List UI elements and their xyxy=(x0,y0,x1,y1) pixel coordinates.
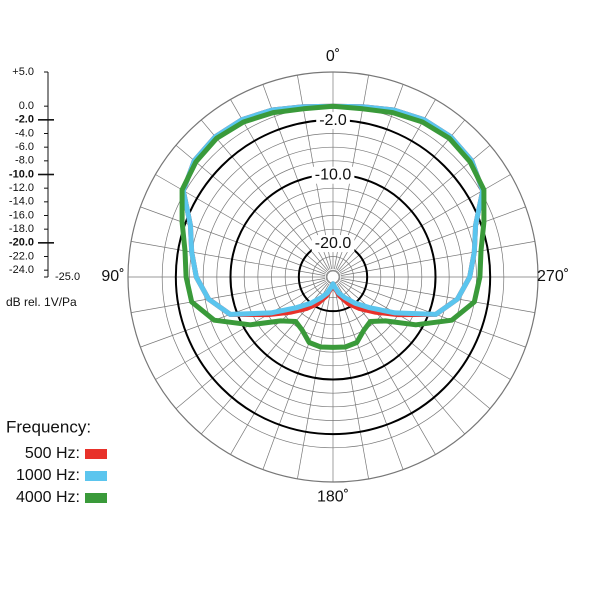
ring-label: -10.0 xyxy=(315,167,352,184)
spoke xyxy=(340,278,535,313)
scale-label: -14.0 xyxy=(9,196,34,208)
scale-label: -22.0 xyxy=(9,250,34,262)
ring xyxy=(284,228,382,326)
spoke xyxy=(140,206,326,275)
spoke xyxy=(297,284,332,479)
center-hub xyxy=(326,270,340,284)
ring-label-bg xyxy=(316,112,350,130)
spoke xyxy=(175,281,328,410)
ring xyxy=(189,133,477,421)
ring-label-bg xyxy=(311,235,355,253)
scale-label: -20.0 xyxy=(9,237,34,249)
ring-label: -2.0 xyxy=(319,112,347,129)
spoke xyxy=(336,283,436,455)
legend-label: 1000 Hz: xyxy=(16,467,80,484)
spoke xyxy=(338,281,491,410)
legend-title: Frequency: xyxy=(6,417,91,436)
angle-label: 270˚ xyxy=(537,268,569,285)
scale-label: -10.0 xyxy=(9,168,34,180)
spoke xyxy=(335,284,404,470)
ring xyxy=(216,160,450,394)
scale-label: -6.0 xyxy=(15,141,34,153)
scale-label: -8.0 xyxy=(15,155,34,167)
spoke xyxy=(338,144,491,273)
legend-label: 500 Hz: xyxy=(25,445,80,462)
ring xyxy=(257,201,409,353)
spoke xyxy=(155,280,327,380)
scale-label: -2.0 xyxy=(15,114,34,126)
legend-swatch xyxy=(85,449,107,459)
spoke xyxy=(200,119,329,272)
curves xyxy=(179,103,487,350)
scale-label: -12.0 xyxy=(9,182,34,194)
ring xyxy=(202,146,464,408)
scale-label: -24.0 xyxy=(9,264,34,276)
scale-label: +5.0 xyxy=(12,66,34,78)
ring xyxy=(271,215,395,339)
spoke xyxy=(334,284,369,479)
axis-label: dB rel. 1V/Pa xyxy=(6,295,77,309)
labels: +5.00.0-2.0 -2.0-4.0-6.0-8.0-10.0 -10.0-12… xyxy=(9,48,569,506)
series-line xyxy=(179,103,487,350)
scale-label: 0.0 xyxy=(19,100,34,112)
spoke xyxy=(230,283,330,455)
spoke xyxy=(337,119,466,272)
legend-swatch xyxy=(85,471,107,481)
spoke xyxy=(262,284,331,470)
ring-label: -20.0 xyxy=(315,235,352,252)
legend-label: 4000 Hz: xyxy=(16,489,80,506)
scale-label: -16.0 xyxy=(9,209,34,221)
scale-label: -18.0 xyxy=(9,223,34,235)
ring-label-bg xyxy=(311,166,355,184)
polar-grid xyxy=(127,71,539,483)
spoke xyxy=(131,241,326,276)
ring xyxy=(243,187,423,367)
ring xyxy=(312,256,354,298)
spoke xyxy=(339,280,511,380)
ring xyxy=(127,71,539,483)
spoke xyxy=(340,241,535,276)
spoke xyxy=(175,144,328,273)
scale-label: -25.0 xyxy=(55,271,80,283)
spoke xyxy=(340,206,526,275)
angle-label: 90˚ xyxy=(101,268,124,285)
angle-label: 0˚ xyxy=(326,48,340,65)
legend-swatch xyxy=(85,493,107,503)
scale-label: -4.0 xyxy=(15,127,34,139)
spoke xyxy=(131,278,326,313)
angle-label: 180˚ xyxy=(317,488,349,505)
